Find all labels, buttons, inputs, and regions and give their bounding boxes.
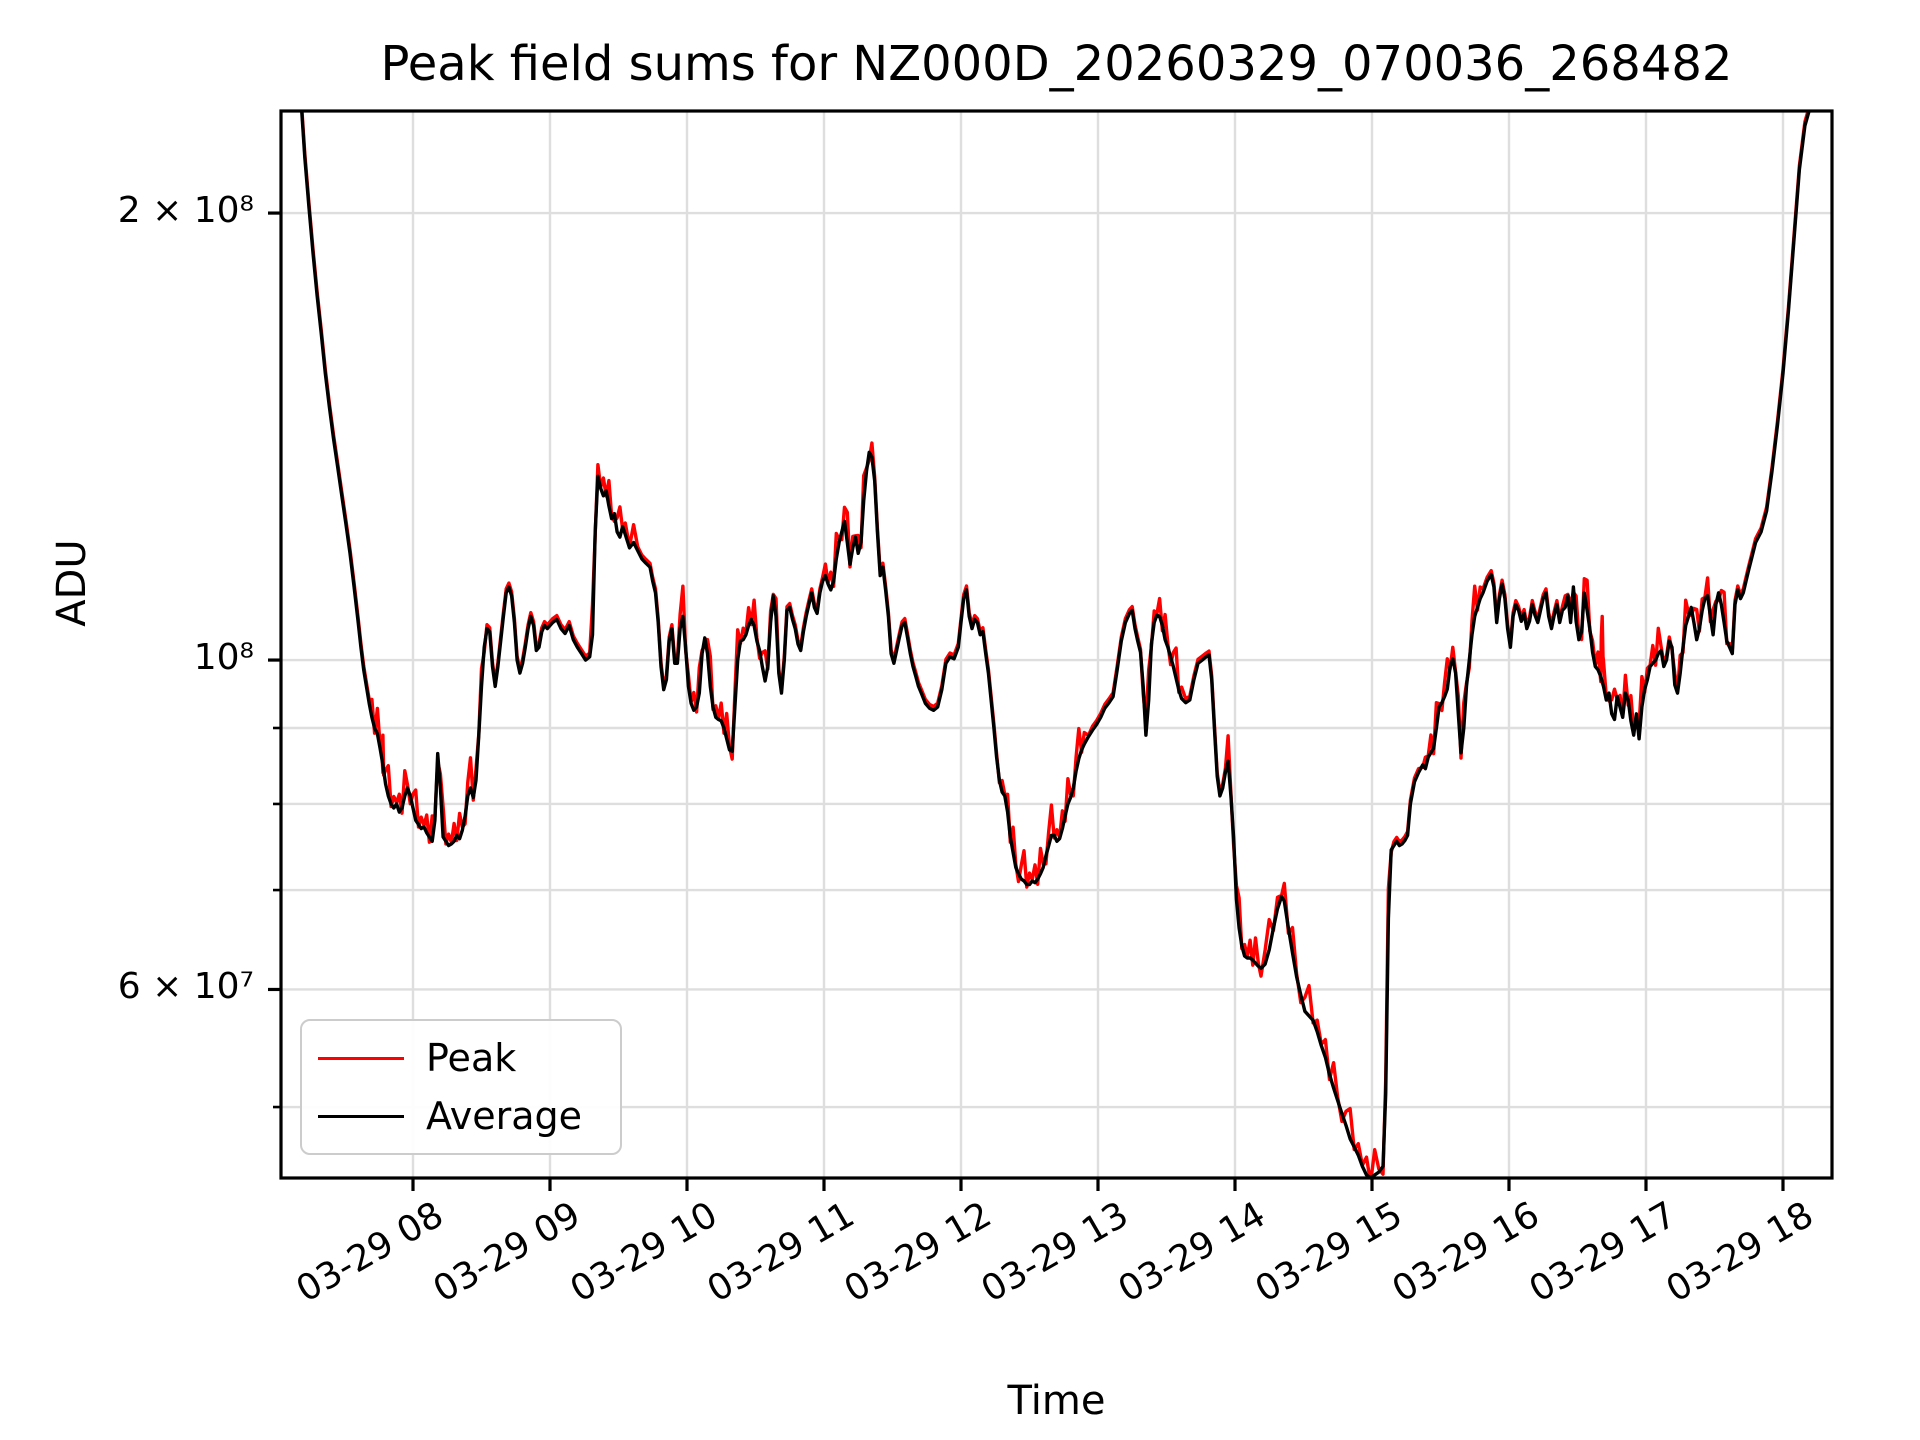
y-tick-label: 10⁸ [193,637,254,679]
legend-row-peak: Peak [302,1038,620,1078]
y-tick-label: 6 × 10⁷ [117,966,254,1008]
plot-border [279,109,1834,1180]
y-tick-label: 2 × 10⁸ [117,190,254,232]
chart-title: Peak field sums for NZ000D_20260329_0700… [380,36,1733,92]
legend-label-average: Average [426,1094,583,1138]
legend: Peak Average [300,1019,622,1155]
average-line-sample [318,1114,404,1118]
peak-line-sample [318,1056,404,1060]
legend-label-peak: Peak [426,1036,517,1080]
grid-lines [281,111,1832,1178]
y-axis-label: ADU [49,539,95,627]
legend-row-average: Average [302,1096,620,1136]
average-line [300,111,1811,1178]
x-axis-label: Time [1007,1378,1106,1424]
